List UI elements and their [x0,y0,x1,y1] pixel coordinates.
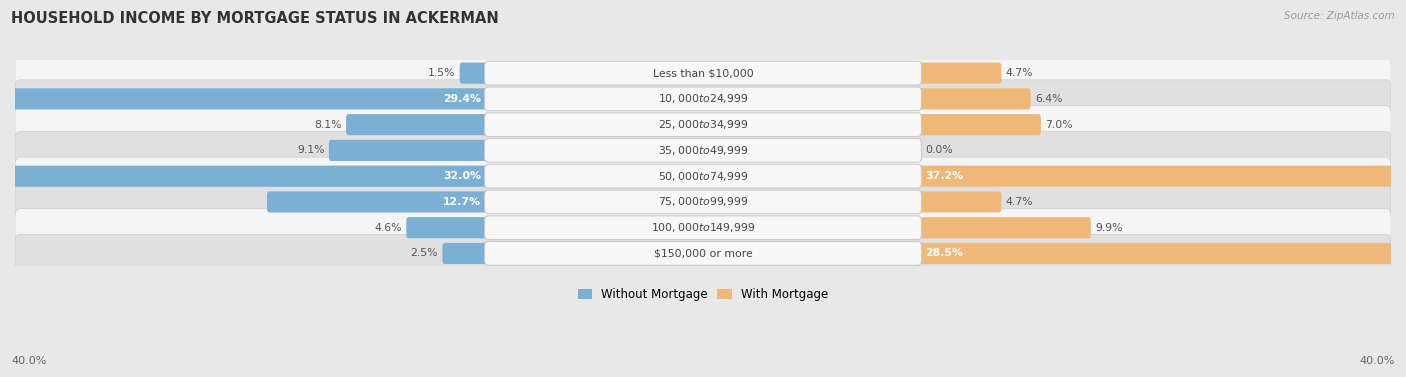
Text: Source: ZipAtlas.com: Source: ZipAtlas.com [1284,11,1395,21]
FancyBboxPatch shape [915,192,1001,213]
FancyBboxPatch shape [485,87,921,111]
Text: 32.0%: 32.0% [443,171,481,181]
Text: 8.1%: 8.1% [315,120,342,130]
Text: $25,000 to $34,999: $25,000 to $34,999 [658,118,748,131]
FancyBboxPatch shape [915,63,1001,84]
Legend: Without Mortgage, With Mortgage: Without Mortgage, With Mortgage [574,284,832,306]
FancyBboxPatch shape [15,234,1391,273]
Text: 1.5%: 1.5% [427,68,456,78]
FancyBboxPatch shape [329,140,491,161]
Text: $35,000 to $49,999: $35,000 to $49,999 [658,144,748,157]
Text: Less than $10,000: Less than $10,000 [652,68,754,78]
FancyBboxPatch shape [15,208,1391,247]
Text: 4.7%: 4.7% [1005,68,1033,78]
FancyBboxPatch shape [485,139,921,162]
FancyBboxPatch shape [485,242,921,265]
Text: 4.6%: 4.6% [374,223,402,233]
FancyBboxPatch shape [15,183,1391,221]
FancyBboxPatch shape [15,106,1391,144]
Text: 40.0%: 40.0% [1360,356,1395,366]
FancyBboxPatch shape [485,113,921,136]
FancyBboxPatch shape [15,80,1391,118]
FancyBboxPatch shape [915,140,921,161]
Text: 6.4%: 6.4% [1035,94,1063,104]
FancyBboxPatch shape [460,63,491,84]
FancyBboxPatch shape [485,164,921,188]
FancyBboxPatch shape [915,114,1040,135]
FancyBboxPatch shape [485,190,921,214]
Text: 2.5%: 2.5% [411,248,439,259]
FancyBboxPatch shape [443,243,491,264]
FancyBboxPatch shape [485,61,921,85]
FancyBboxPatch shape [0,166,491,187]
FancyBboxPatch shape [915,88,1031,109]
Text: 29.4%: 29.4% [443,94,481,104]
Text: 37.2%: 37.2% [925,171,963,181]
FancyBboxPatch shape [915,243,1406,264]
FancyBboxPatch shape [406,217,491,238]
FancyBboxPatch shape [15,54,1391,92]
Text: 9.1%: 9.1% [297,146,325,155]
FancyBboxPatch shape [915,217,1091,238]
Text: 28.5%: 28.5% [925,248,963,259]
Text: $10,000 to $24,999: $10,000 to $24,999 [658,92,748,106]
FancyBboxPatch shape [15,131,1391,170]
Text: $50,000 to $74,999: $50,000 to $74,999 [658,170,748,183]
FancyBboxPatch shape [0,88,491,109]
Text: 40.0%: 40.0% [11,356,46,366]
Text: $150,000 or more: $150,000 or more [654,248,752,259]
FancyBboxPatch shape [915,166,1406,187]
FancyBboxPatch shape [15,157,1391,195]
FancyBboxPatch shape [485,216,921,239]
Text: 0.0%: 0.0% [925,146,953,155]
Text: HOUSEHOLD INCOME BY MORTGAGE STATUS IN ACKERMAN: HOUSEHOLD INCOME BY MORTGAGE STATUS IN A… [11,11,499,26]
Text: $100,000 to $149,999: $100,000 to $149,999 [651,221,755,234]
Text: $75,000 to $99,999: $75,000 to $99,999 [658,195,748,208]
FancyBboxPatch shape [346,114,491,135]
Text: 7.0%: 7.0% [1045,120,1073,130]
Text: 4.7%: 4.7% [1005,197,1033,207]
Text: 12.7%: 12.7% [443,197,481,207]
Text: 9.9%: 9.9% [1095,223,1122,233]
FancyBboxPatch shape [267,192,491,213]
